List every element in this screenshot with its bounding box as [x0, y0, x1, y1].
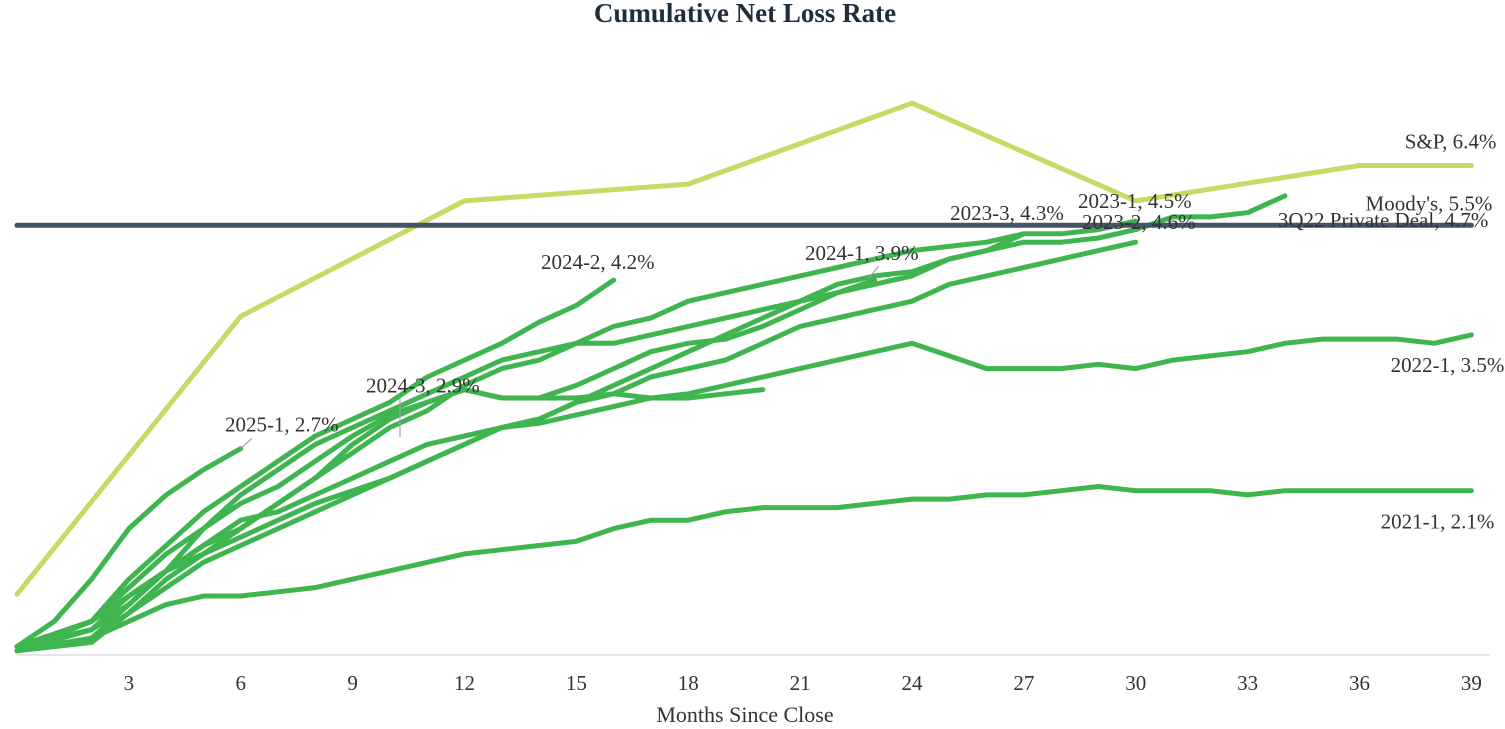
- x-tick-label: 18: [678, 671, 699, 695]
- series-label-s-p: S&P, 6.4%: [1405, 130, 1497, 154]
- series-label-2024-3: 2024-3, 2.9%: [366, 374, 480, 398]
- x-tick-label: 6: [235, 671, 246, 695]
- x-tick-label: 33: [1237, 671, 1258, 695]
- x-tick-label: 39: [1461, 671, 1482, 695]
- series-line-2023-1: [14, 218, 1139, 654]
- x-tick-label: 21: [790, 671, 811, 695]
- x-tick-label: 27: [1013, 671, 1034, 695]
- series-labels: S&P, 6.4% Moody's, 5.5%3Q22 Private Deal,…: [225, 130, 1504, 534]
- series-label-2023-3: 2023-3, 4.3%: [950, 201, 1064, 225]
- x-tick-label: 36: [1349, 671, 1370, 695]
- chart-title: Cumulative Net Loss Rate: [594, 0, 896, 28]
- series-line-2023-3: [14, 231, 1027, 654]
- series-label-3q22-private-deal: 3Q22 Private Deal, 4.7%: [1278, 208, 1489, 232]
- series-line-2024-2: [14, 277, 617, 650]
- series-line-s-p: [14, 100, 1474, 597]
- series-label-moody-s: Moody's, 5.5%: [1366, 191, 1493, 215]
- x-tick-label: 9: [347, 671, 358, 695]
- x-axis-title: Months Since Close: [656, 702, 833, 727]
- series-label-2023-1: 2023-1, 4.5%: [1078, 189, 1192, 213]
- series-label-2021-1: 2021-1, 2.1%: [1381, 510, 1495, 534]
- x-tick-label: 15: [566, 671, 587, 695]
- series-line-2025-1: [14, 446, 244, 650]
- series-label-2024-1: 2024-1, 3.9%: [805, 241, 919, 265]
- series-label-2023-2: 2023-2, 4.6%: [1082, 210, 1196, 234]
- series-label-2022-1: 2022-1, 3.5%: [1391, 353, 1505, 377]
- series-line-2022-1: [14, 332, 1474, 654]
- label-leader-2024-1: [868, 265, 880, 279]
- series-line-2021-1: [14, 484, 1474, 654]
- label-leader-2025-1: [240, 438, 253, 450]
- x-tick-label: 24: [902, 671, 924, 695]
- series-label-2025-1: 2025-1, 2.7%: [225, 413, 339, 437]
- series-line-3q22-private-deal: [14, 193, 1288, 650]
- series-label-2024-2: 2024-2, 4.2%: [541, 250, 655, 274]
- x-tick-label: 30: [1125, 671, 1146, 695]
- series-layer: [14, 100, 1474, 654]
- x-tick-label: 12: [454, 671, 475, 695]
- x-tick-label: 3: [124, 671, 135, 695]
- x-axis-ticks: 3 6 9 12 15 18 21 24 27 30 33 36 39: [124, 671, 1482, 695]
